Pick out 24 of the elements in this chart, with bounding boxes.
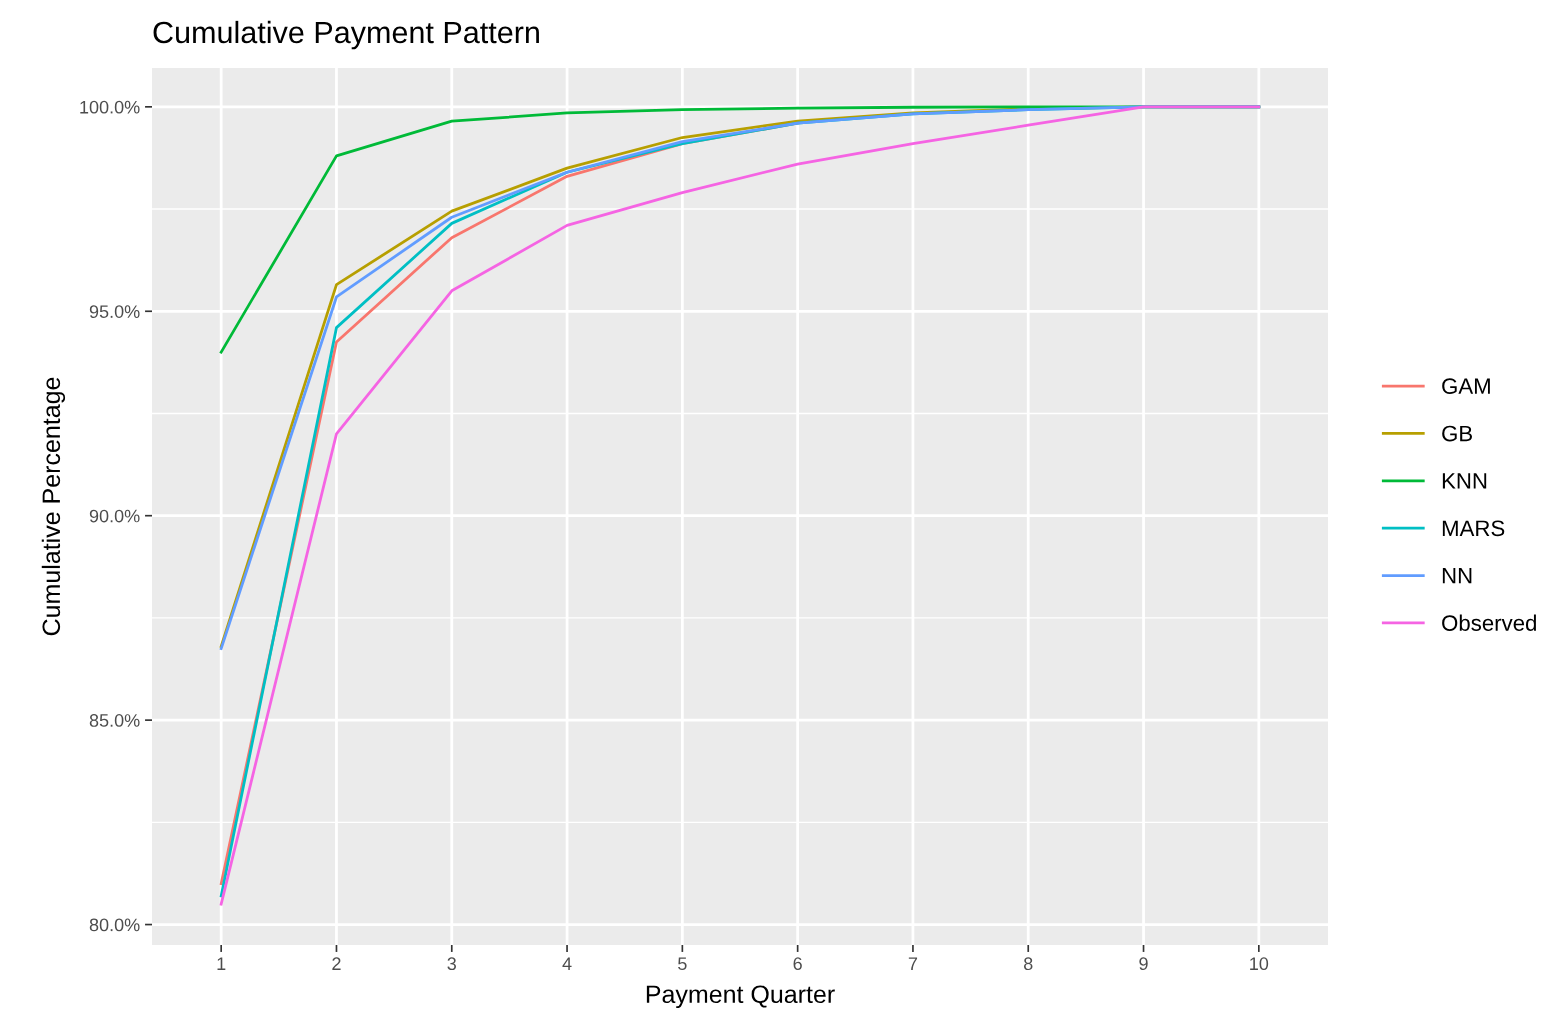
x-tick-label: 2 [332,957,341,970]
x-tick-label: 7 [908,957,918,970]
x-tick-label: 4 [562,957,572,970]
y-tick-label: 80.0% [89,918,140,932]
x-tick-label: 1 [217,957,226,970]
x-axis-title: Payment Quarter [646,985,835,1009]
x-tick-label: 8 [1024,957,1033,971]
x-tick-label: 10 [1250,957,1269,971]
y-tick-label: 95.0% [89,305,140,318]
y-tick-label: 90.0% [89,509,140,523]
chart-title: Cumulative Payment Pattern [153,20,539,50]
y-tick-label: 100.0% [80,100,140,114]
x-tick-label: 3 [447,957,456,971]
x-tick-label: 9 [1139,957,1148,971]
x-tick-label: 5 [678,957,687,971]
y-axis-title: Cumulative Percentage [41,377,66,636]
legend-label: GB [1442,425,1472,442]
legend-label: MARS [1442,520,1505,537]
legend-label: KNN [1442,473,1487,489]
legend-label: GAM [1442,378,1490,395]
legend-label: Observed [1442,614,1536,631]
legend-label: NN [1442,568,1472,584]
x-tick-label: 6 [793,957,802,971]
y-tick-label: 85.0% [89,714,140,727]
